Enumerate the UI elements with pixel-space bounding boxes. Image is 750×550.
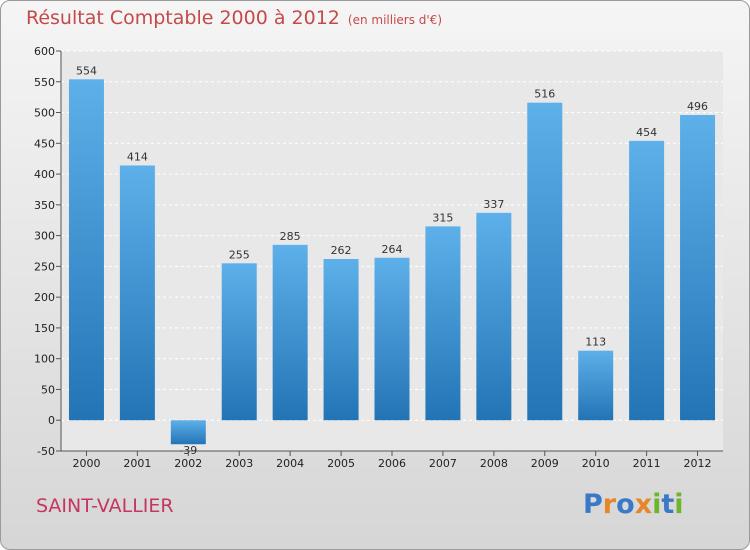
bar [680,115,716,421]
y-tick-label: 150 [34,322,55,335]
x-tick-label: 2011 [633,457,661,470]
logo-letter: i [674,489,684,520]
x-tick-label: 2009 [531,457,559,470]
y-tick-label: 0 [48,414,55,427]
title-subtitle: (en milliers d'€) [347,13,443,27]
bar [476,212,512,421]
logo-letter: o [616,489,635,520]
logo-letter: x [634,489,653,520]
bar-value-label: 554 [76,64,97,77]
x-tick-label: 2008 [480,457,508,470]
x-tick-label: 2010 [582,457,610,470]
x-tick-label: 2005 [327,457,355,470]
title-text: Résultat Comptable 2000 à 2012 [26,7,340,29]
bar-value-label: 315 [432,211,453,224]
bar [374,257,410,421]
logo-letter: t [661,489,675,520]
y-tick-label: 200 [34,291,55,304]
bar-value-label: 337 [483,198,504,211]
bar-value-label: 264 [382,243,403,256]
bar [221,263,257,421]
x-tick-label: 2012 [684,457,712,470]
x-tick-label: 2001 [123,457,151,470]
x-tick-label: 2000 [72,457,100,470]
bar-value-label: -39 [179,444,197,457]
logo-letter: i [652,489,662,520]
bar-value-label: 262 [331,244,352,257]
bar-value-label: 516 [534,88,555,101]
bar-value-label: 414 [127,150,148,163]
bar-value-label: 113 [585,336,606,349]
x-tick-label: 2004 [276,457,304,470]
bar [272,244,308,421]
y-tick-label: 50 [41,383,55,396]
bar-value-label: 285 [280,230,301,243]
x-tick-label: 2003 [225,457,253,470]
bar [527,102,563,421]
y-tick-label: 100 [34,353,55,366]
proxiti-logo: Proxiti [583,489,684,520]
y-tick-label: 600 [34,45,55,58]
bar [323,259,359,421]
y-tick-label: 500 [34,107,55,120]
logo-letter: r [602,489,617,520]
bar-value-label: 454 [636,126,657,139]
bar [425,226,461,421]
bar [578,350,614,421]
bar [170,420,206,445]
y-tick-label: 350 [34,199,55,212]
x-tick-label: 2007 [429,457,457,470]
bar [629,140,665,421]
y-tick-label: 300 [34,230,55,243]
x-tick-label: 2006 [378,457,406,470]
bar-value-label: 255 [229,248,250,261]
y-tick-label: 250 [34,260,55,273]
y-tick-label: 450 [34,137,55,150]
chart-title: Résultat Comptable 2000 à 2012 (en millie… [26,7,442,29]
y-tick-label: 400 [34,168,55,181]
x-tick-label: 2002 [174,457,202,470]
y-tick-label: -50 [37,445,55,458]
bar [119,165,155,421]
commune-name: SAINT-VALLIER [36,495,174,517]
logo-letter: P [583,489,603,520]
bar [68,79,104,421]
bar-value-label: 496 [687,100,708,113]
y-tick-label: 550 [34,76,55,89]
